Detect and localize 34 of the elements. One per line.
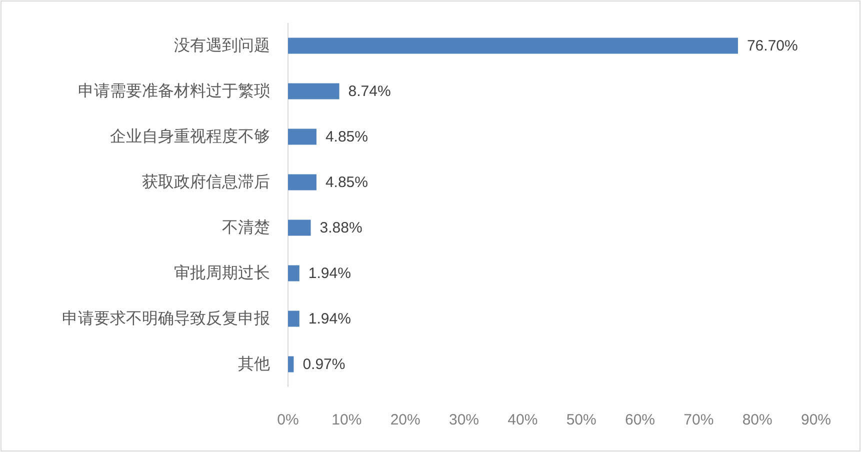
bar [288,174,316,190]
data-label: 4.85% [325,174,368,191]
bar [288,128,316,145]
y-tick-label: 没有遇到问题 [174,36,270,54]
x-tick-label: 0% [277,412,299,428]
x-tick-label: 90% [800,412,832,428]
x-tick-label: 30% [448,412,480,428]
bar [288,83,340,100]
data-label: 3.88% [320,219,362,236]
data-label: 76.70% [746,37,798,54]
y-tick-label: 申请需要准备材料过于繁琐 [78,82,270,100]
bar [288,356,294,372]
x-tick-label: 20% [390,412,420,428]
bar [288,265,300,282]
data-label: 4.85% [325,128,368,146]
y-tick-label: 审批周期过长 [174,264,270,282]
data-label: 1.94% [308,264,351,282]
data-label: 0.97% [302,356,346,373]
bar [288,38,738,54]
y-tick-label: 企业自身重视程度不够 [110,127,270,146]
bar [288,310,300,327]
x-tick-label: 10% [332,412,362,428]
bar [288,220,311,236]
x-tick-label: 70% [684,412,714,428]
y-tick-label: 申请要求不明确导致反复申报 [62,309,270,328]
x-tick-label: 40% [508,412,538,428]
x-tick-label: 50% [566,412,596,428]
x-tick-label: 80% [742,412,772,428]
data-label: 1.94% [308,310,351,328]
y-tick-label: 获取政府信息滞后 [142,172,270,191]
x-tick-label: 60% [624,412,656,428]
y-tick-label: 其他 [238,354,270,373]
data-label: 8.74% [348,82,391,100]
y-tick-label: 不清楚 [222,218,270,236]
